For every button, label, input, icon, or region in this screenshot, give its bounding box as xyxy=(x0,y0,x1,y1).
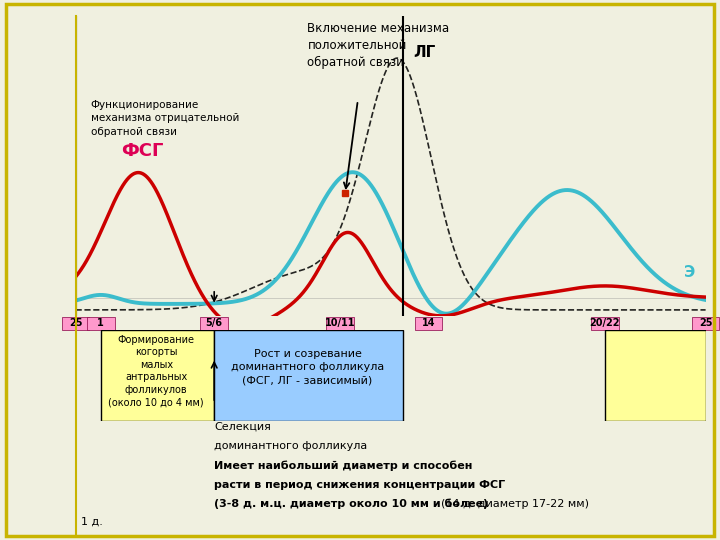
FancyBboxPatch shape xyxy=(692,316,719,330)
Text: Имеет наибольший диаметр и способен: Имеет наибольший диаметр и способен xyxy=(215,460,472,470)
Text: расти в период снижения концентрации ФСГ: расти в период снижения концентрации ФСГ xyxy=(215,480,505,490)
FancyBboxPatch shape xyxy=(591,316,618,330)
Text: Рост и созревание
доминантного фолликула
(ФСГ, ЛГ - зависимый): Рост и созревание доминантного фолликула… xyxy=(231,349,384,385)
Bar xyxy=(605,330,706,421)
Text: Селекция: Селекция xyxy=(215,421,271,431)
Bar xyxy=(101,330,215,421)
Text: 1 д.: 1 д. xyxy=(81,516,102,526)
Text: Формирование
когорты
малых
антральных
фолликулов
(около 10 до 4 мм): Формирование когорты малых антральных фо… xyxy=(109,335,204,407)
FancyBboxPatch shape xyxy=(415,316,442,330)
Text: Включение механизма
положительной
обратной связи: Включение механизма положительной обратн… xyxy=(307,22,449,69)
Bar xyxy=(215,330,403,421)
FancyBboxPatch shape xyxy=(200,316,228,330)
Text: 14: 14 xyxy=(422,318,435,328)
Text: 25: 25 xyxy=(69,318,82,328)
Text: ФСГ: ФСГ xyxy=(121,142,163,160)
Text: 1: 1 xyxy=(97,318,104,328)
Text: 5/6: 5/6 xyxy=(206,318,222,328)
Text: 20/22: 20/22 xyxy=(590,318,620,328)
Text: Э: Э xyxy=(684,265,696,280)
Text: (14 д. диаметр 17-22 мм): (14 д. диаметр 17-22 мм) xyxy=(441,499,589,509)
FancyBboxPatch shape xyxy=(87,316,114,330)
Text: 25: 25 xyxy=(699,318,712,328)
Text: Функционирование
механизма отрицательной
обратной связи: Функционирование механизма отрицательной… xyxy=(91,100,239,137)
Text: доминантного фолликула: доминантного фолликула xyxy=(215,441,367,451)
Text: 10/11: 10/11 xyxy=(325,318,356,328)
FancyBboxPatch shape xyxy=(326,316,354,330)
FancyBboxPatch shape xyxy=(62,316,89,330)
Text: ЛГ: ЛГ xyxy=(413,45,436,59)
Text: (3-8 д. м.ц. диаметр около 10 мм и более): (3-8 д. м.ц. диаметр около 10 мм и более… xyxy=(215,499,488,509)
